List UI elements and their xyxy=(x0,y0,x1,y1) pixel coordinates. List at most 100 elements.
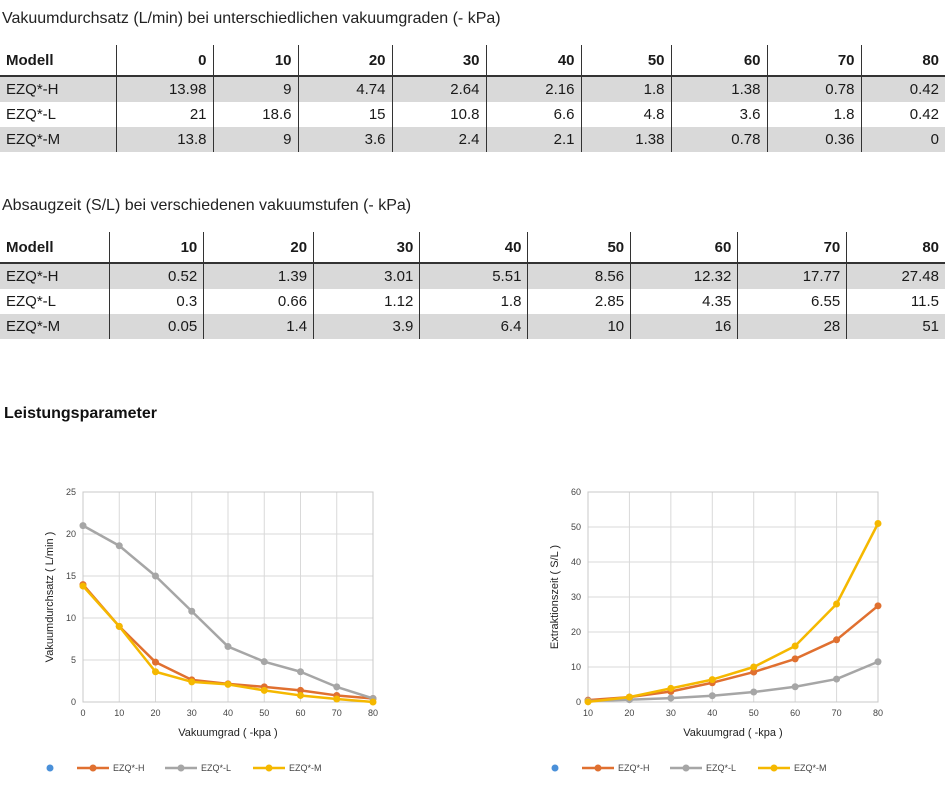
table-row: EZQ*-L 0.3 0.66 1.12 1.8 2.85 4.35 6.55 11.5 xyxy=(0,289,945,314)
data-point xyxy=(152,572,159,580)
x-tick-label: 60 xyxy=(295,708,305,718)
value-cell: 9 xyxy=(212,76,298,102)
data-point xyxy=(750,663,758,671)
y-tick-label: 50 xyxy=(571,522,581,532)
vacuum-flow-table: Modell 0 10 20 30 40 50 60 70 80 EZQ*-H 13.98 9 4.74… xyxy=(0,45,945,152)
y-tick-label: 5 xyxy=(71,655,76,665)
legend-dot-marker xyxy=(551,764,559,772)
table-row: EZQ*-M 13.8 9 3.6 2.4 2.1 1.38 0.78 0.36 0 xyxy=(0,127,945,152)
data-point xyxy=(833,675,841,683)
value-cell: 28 xyxy=(737,314,847,339)
plot-area xyxy=(587,491,879,703)
value-cell: 51 xyxy=(846,314,945,339)
value-cell: 15 xyxy=(297,102,392,127)
value-cell: 1.39 xyxy=(203,263,314,289)
section-title: Leistungsparameter xyxy=(4,405,157,422)
data-point xyxy=(874,520,882,527)
value-cell: 2.4 xyxy=(391,127,486,152)
data-point xyxy=(625,693,633,701)
data-point xyxy=(79,582,87,590)
legend-label: EZQ*-L xyxy=(201,763,231,773)
y-axis-title: Extraktionszeit ( S/L ) xyxy=(549,545,561,649)
legend-marker xyxy=(265,764,273,772)
column-header-kpa: 40 xyxy=(419,232,528,264)
table-row: EZQ*-M 0.05 1.4 3.9 6.4 10 16 28 51 xyxy=(0,314,945,339)
value-cell: 2.1 xyxy=(485,127,581,152)
column-header-model: Modell xyxy=(0,232,110,264)
model-cell: EZQ*-L xyxy=(6,293,57,310)
value-cell: 3.01 xyxy=(313,263,420,289)
legend-label: EZQ*-M xyxy=(289,763,322,773)
column-header-kpa: 0 xyxy=(115,45,213,77)
column-header-kpa: 70 xyxy=(737,232,847,264)
value-cell: 6.6 xyxy=(485,102,581,127)
value-cell: 0 xyxy=(860,127,945,152)
data-point xyxy=(791,655,799,663)
table-header-row: Modell 0 10 20 30 40 50 60 70 80 xyxy=(0,45,945,77)
legend-marker xyxy=(89,764,97,772)
plot-area xyxy=(82,491,374,703)
y-axis-title: Vakuumdurchsatz ( L/min ) xyxy=(44,532,56,663)
column-header-kpa: 10 xyxy=(109,232,204,264)
x-tick-label: 70 xyxy=(832,708,842,718)
value-cell: 3.6 xyxy=(670,102,767,127)
column-header-kpa: 50 xyxy=(527,232,631,264)
data-point xyxy=(333,683,341,691)
value-cell: 1.8 xyxy=(419,289,528,314)
value-cell: 16 xyxy=(630,314,738,339)
value-cell: 1.38 xyxy=(670,76,767,102)
value-cell: 3.6 xyxy=(297,127,392,152)
data-point xyxy=(833,636,841,644)
value-cell: 1.8 xyxy=(580,76,671,102)
y-tick-label: 0 xyxy=(576,697,581,707)
y-tick-label: 0 xyxy=(71,697,76,707)
legend-marker xyxy=(682,764,690,772)
value-cell: 2.16 xyxy=(485,76,581,102)
value-cell: 1.4 xyxy=(203,314,314,339)
x-tick-label: 10 xyxy=(114,708,124,718)
data-point xyxy=(750,668,758,676)
data-point xyxy=(667,694,675,702)
table-header-row: Modell 10 20 30 40 50 60 70 80 xyxy=(0,232,945,264)
data-point xyxy=(791,683,799,691)
value-cell: 0.78 xyxy=(766,76,861,102)
x-tick-label: 0 xyxy=(80,708,85,718)
y-tick-label: 20 xyxy=(66,529,76,539)
x-tick-label: 20 xyxy=(624,708,634,718)
y-tick-label: 15 xyxy=(66,571,76,581)
suction-time-table: Modell 10 20 30 40 50 60 70 80 EZQ*-H 0.52 1.39 3.0… xyxy=(0,232,945,339)
data-point xyxy=(333,695,341,703)
value-cell: 12.32 xyxy=(630,263,738,289)
value-cell: 13.8 xyxy=(115,127,213,152)
value-cell: 5.51 xyxy=(419,263,528,289)
value-cell: 8.56 xyxy=(527,263,631,289)
column-header-kpa: 60 xyxy=(670,45,767,77)
model-cell: EZQ*-H xyxy=(0,263,110,289)
column-header-kpa: 10 xyxy=(212,45,298,77)
value-cell: 0.36 xyxy=(766,127,861,152)
data-point xyxy=(115,542,123,550)
data-point xyxy=(79,522,87,530)
value-cell: 10.8 xyxy=(391,102,486,127)
x-tick-label: 70 xyxy=(332,708,342,718)
table-row: EZQ*-L 21 18.6 15 10.8 6.6 4.8 3.6 1.8 0.42 xyxy=(0,102,945,127)
x-tick-label: 80 xyxy=(873,708,883,718)
legend-marker xyxy=(770,764,778,772)
column-header-kpa: 30 xyxy=(391,45,486,77)
value-cell: 18.6 xyxy=(212,102,298,127)
y-tick-label: 40 xyxy=(571,557,581,567)
legend-label: EZQ*-M xyxy=(794,763,827,773)
value-cell: 0.42 xyxy=(860,102,945,127)
data-point xyxy=(260,686,268,694)
column-header-kpa: 60 xyxy=(630,232,738,264)
vacuum-flow-chart: 0 10 20 30 40 50 60 70 80 0 5 10 15 20 25 Vakuumgrad ( … xyxy=(44,487,378,773)
value-cell: 1.12 xyxy=(313,289,420,314)
x-tick-label: 50 xyxy=(259,708,269,718)
data-point xyxy=(115,622,123,630)
value-cell: 0.42 xyxy=(860,76,945,102)
column-header-kpa: 50 xyxy=(580,45,671,77)
value-cell: 2.85 xyxy=(527,289,631,314)
column-header-model: Modell xyxy=(0,45,116,77)
table-row: EZQ*-H 0.52 1.39 3.01 5.51 8.56 12.32 17.77 27.4… xyxy=(0,263,945,289)
x-axis-title: Vakuumgrad ( -kpa ) xyxy=(683,727,782,739)
